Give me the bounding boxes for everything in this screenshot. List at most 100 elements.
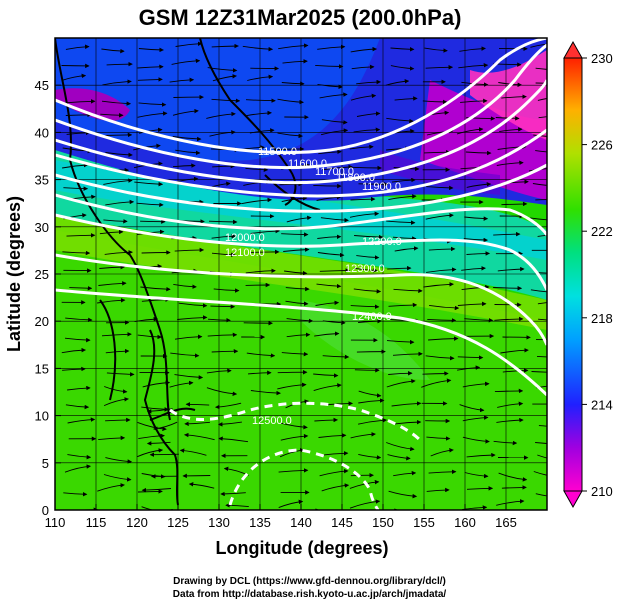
streamline <box>317 83 343 90</box>
streamline <box>278 43 309 50</box>
streamline <box>278 468 309 473</box>
streamline <box>313 183 342 189</box>
streamline <box>242 45 274 52</box>
streamline <box>220 491 246 497</box>
streamline <box>356 349 386 354</box>
streamline <box>138 127 163 134</box>
streamline <box>211 349 239 354</box>
streamline <box>103 474 132 482</box>
streamline <box>393 470 417 477</box>
streamline <box>535 150 547 153</box>
streamline <box>322 164 353 171</box>
streamline <box>313 383 342 392</box>
streamline <box>426 185 454 191</box>
streamline <box>530 217 547 221</box>
streamline <box>497 266 525 272</box>
streamline <box>493 285 523 291</box>
y-axis: 0 5 10 15 20 25 30 35 40 45 <box>35 78 61 518</box>
credit-drawing: Drawing by DCL (https://www.gfd-dennou.o… <box>173 576 446 587</box>
streamline <box>138 47 164 53</box>
streamline <box>427 318 457 323</box>
streamline <box>213 288 240 293</box>
streamline <box>137 421 167 432</box>
streamline <box>281 351 309 357</box>
contour-label: 12000.0 <box>225 232 265 244</box>
streamline <box>62 73 87 81</box>
streamline <box>388 490 418 499</box>
streamline <box>317 44 346 50</box>
x-tick-label: 160 <box>454 515 476 530</box>
x-tick-label: 125 <box>167 515 189 530</box>
streamline <box>188 482 215 489</box>
streamline <box>212 163 236 169</box>
streamline <box>185 402 210 407</box>
streamline <box>462 436 490 444</box>
streamline <box>466 181 492 188</box>
contour-label: 11900.0 <box>362 181 401 193</box>
streamline <box>321 119 348 125</box>
streamline <box>349 211 380 218</box>
streamline <box>100 112 124 118</box>
streamline <box>387 265 412 271</box>
streamline <box>426 436 451 441</box>
streamline <box>101 100 132 106</box>
contour-label: 12200.0 <box>362 236 402 248</box>
streamline <box>464 472 489 479</box>
streamline <box>500 348 529 354</box>
streamline <box>494 316 524 322</box>
streamline <box>358 390 382 398</box>
streamline <box>387 454 411 461</box>
streamline <box>421 378 452 388</box>
streamline <box>388 302 418 308</box>
streamline <box>388 194 417 201</box>
y-tick-label: 10 <box>35 409 49 424</box>
streamline <box>104 386 128 394</box>
streamline <box>105 417 131 423</box>
streamline <box>422 99 448 105</box>
streamline <box>137 489 163 494</box>
x-tick-label: 140 <box>290 515 312 530</box>
streamline <box>462 381 490 388</box>
contour-label: 11700.0 <box>315 166 354 178</box>
height-contours <box>55 38 547 510</box>
streamline <box>246 110 272 117</box>
streamline <box>350 304 380 309</box>
streamline <box>317 234 342 239</box>
streamline <box>280 433 309 441</box>
streamline <box>64 337 91 343</box>
streamline <box>106 372 135 377</box>
streamline <box>538 318 547 321</box>
streamline <box>392 236 417 241</box>
streamline <box>321 483 350 492</box>
streamline <box>172 136 202 142</box>
streamline <box>532 183 547 186</box>
streamline <box>316 194 342 201</box>
streamline <box>209 130 236 137</box>
streamline <box>65 404 90 410</box>
streamline <box>430 448 454 457</box>
x-tick-label: 145 <box>331 515 353 530</box>
y-tick-label: 40 <box>35 125 49 140</box>
streamline <box>459 404 485 413</box>
streamline <box>501 94 527 99</box>
streamline <box>392 351 423 357</box>
streamline <box>149 452 179 457</box>
x-tick-label: 135 <box>249 515 271 530</box>
streamline <box>210 304 236 309</box>
streamline <box>146 441 171 446</box>
streamline <box>67 385 91 391</box>
streamline <box>385 79 410 86</box>
streamline <box>498 472 528 482</box>
credit-data: Data from http://database.rish.kyoto-u.a… <box>172 589 447 600</box>
streamline <box>174 374 204 380</box>
streamline <box>537 454 547 459</box>
streamline <box>316 283 342 289</box>
streamline <box>206 387 238 397</box>
streamline <box>315 300 340 306</box>
streamline <box>175 149 201 156</box>
contour-label: 12500.0 <box>252 415 292 427</box>
streamline <box>140 286 171 292</box>
streamline <box>206 111 236 119</box>
streamline <box>183 432 215 441</box>
x-tick-label: 165 <box>495 515 517 530</box>
